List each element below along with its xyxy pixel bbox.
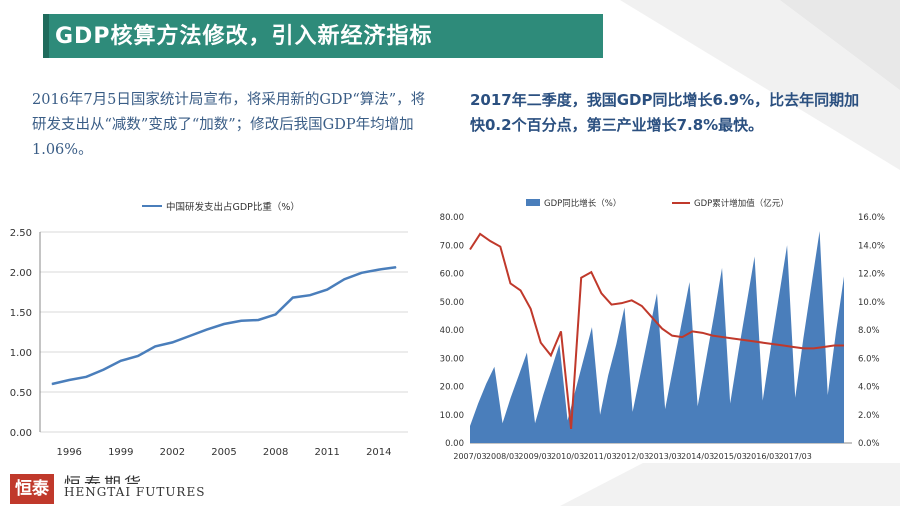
y-right-tick-label: 6.0% <box>858 354 880 364</box>
legend-swatch-area <box>526 199 540 206</box>
y-left-tick-label: 10.00 <box>440 411 464 421</box>
data-point <box>51 383 53 385</box>
x-tick-label: 2014/03 <box>681 452 714 461</box>
data-point <box>292 297 294 299</box>
y-tick-label: 0.00 <box>10 428 32 439</box>
data-point <box>361 272 363 274</box>
y-left-tick-label: 50.00 <box>440 298 464 308</box>
data-point <box>343 278 345 280</box>
gdp-cumulative-area <box>470 231 844 443</box>
x-tick-label: 1999 <box>108 447 133 458</box>
data-point <box>120 360 122 362</box>
x-tick-label: 2015/03 <box>714 452 747 461</box>
company-logo-mark: 恒泰 <box>10 474 54 504</box>
rd-gdp-chart-panel: 0.00 0.50 1.00 1.50 2.00 2.50 1996 1999 2002 2005… <box>0 185 418 463</box>
data-point <box>68 379 70 381</box>
title-bar <box>43 14 603 58</box>
y-right-tick-label: 4.0% <box>858 383 880 393</box>
data-point <box>326 289 328 291</box>
x-tick-label: 2002 <box>160 447 185 458</box>
title-accent <box>43 14 49 58</box>
data-point <box>275 313 277 315</box>
x-tick-label: 2007/03 <box>453 452 486 461</box>
y-right-tick-label: 10.0% <box>858 298 885 308</box>
y-right-tick-label: 8.0% <box>858 326 880 336</box>
y-tick-label: 1.00 <box>10 348 32 359</box>
x-tick-label: 2010/03 <box>551 452 584 461</box>
legend-label: 中国研发支出占GDP比重（%） <box>166 201 300 213</box>
y-right-tick-label: 0.0% <box>858 439 880 449</box>
data-point <box>171 341 173 343</box>
company-name-cn: 恒泰期货 <box>64 470 144 484</box>
y-left-tick-label: 30.00 <box>440 354 464 364</box>
x-tick-label: 2014 <box>366 447 391 458</box>
data-point <box>240 320 242 322</box>
x-tick-label: 2005 <box>211 447 236 458</box>
data-point <box>378 269 380 271</box>
rd-share-line <box>51 265 397 386</box>
y-left-tick-label: 40.00 <box>440 326 464 336</box>
data-point <box>257 319 259 321</box>
data-point <box>137 355 139 357</box>
data-point <box>395 266 397 268</box>
y-left-tick-label: 70.00 <box>440 241 464 251</box>
y-right-tick-label: 2.0% <box>858 411 880 421</box>
x-tick-label: 1996 <box>56 447 81 458</box>
y-tick-label: 1.50 <box>10 308 32 319</box>
legend-label-area: GDP同比增长（%） <box>544 198 621 209</box>
paragraph-gdp-q2: 2017年二季度，我国GDP同比增长6.9%，比去年同期加快0.2个百分点，第三… <box>470 91 860 134</box>
x-tick-label: 2012/03 <box>616 452 649 461</box>
rd-gdp-chart: 0.00 0.50 1.00 1.50 2.00 2.50 1996 1999 2002 2005… <box>10 201 408 458</box>
paragraph-rd-accounting: 2016年7月5日国家统计局宣布，将采用新的GDP“算法”，将研发支出从“减数”… <box>32 92 426 158</box>
data-point <box>223 323 225 325</box>
x-tick-label: 2008/03 <box>486 452 519 461</box>
data-point <box>103 369 105 371</box>
gdp-growth-chart: 0.00 10.00 20.00 30.00 40.00 50.00 60.00 70.00 8… <box>440 198 885 461</box>
slide-title: GDP核算方法修改，引入新经济指标 <box>55 24 433 49</box>
company-name-en: HENGTAI FUTURES <box>64 485 206 499</box>
data-point <box>206 329 208 331</box>
y-left-tick-label: 80.00 <box>440 213 464 223</box>
y-right-tick-label: 14.0% <box>858 241 885 251</box>
gdp-growth-line <box>469 232 844 429</box>
legend-label-line: GDP累计增加值（亿元） <box>694 198 789 209</box>
gdp-growth-chart-panel: 0.00 10.00 20.00 30.00 40.00 50.00 60.00 70.00 8… <box>428 185 900 463</box>
x-tick-label: 2008 <box>263 447 288 458</box>
data-point <box>154 345 156 347</box>
y-left-tick-label: 20.00 <box>440 383 464 393</box>
data-point <box>85 376 87 378</box>
y-tick-label: 2.50 <box>10 228 32 239</box>
x-tick-label: 2017/03 <box>779 452 812 461</box>
y-right-tick-label: 12.0% <box>858 270 885 280</box>
y-left-tick-label: 60.00 <box>440 270 464 280</box>
y-tick-label: 0.50 <box>10 388 32 399</box>
y-right-tick-label: 16.0% <box>858 213 885 223</box>
y-tick-label: 2.00 <box>10 268 32 279</box>
x-tick-label: 2011 <box>314 447 339 458</box>
data-point <box>309 294 311 296</box>
x-tick-label: 2016/03 <box>746 452 779 461</box>
x-tick-label: 2011/03 <box>583 452 616 461</box>
data-point <box>189 335 191 337</box>
y-left-tick-label: 0.00 <box>445 439 464 449</box>
x-tick-label: 2009/03 <box>518 452 551 461</box>
x-tick-label: 2013/03 <box>649 452 682 461</box>
